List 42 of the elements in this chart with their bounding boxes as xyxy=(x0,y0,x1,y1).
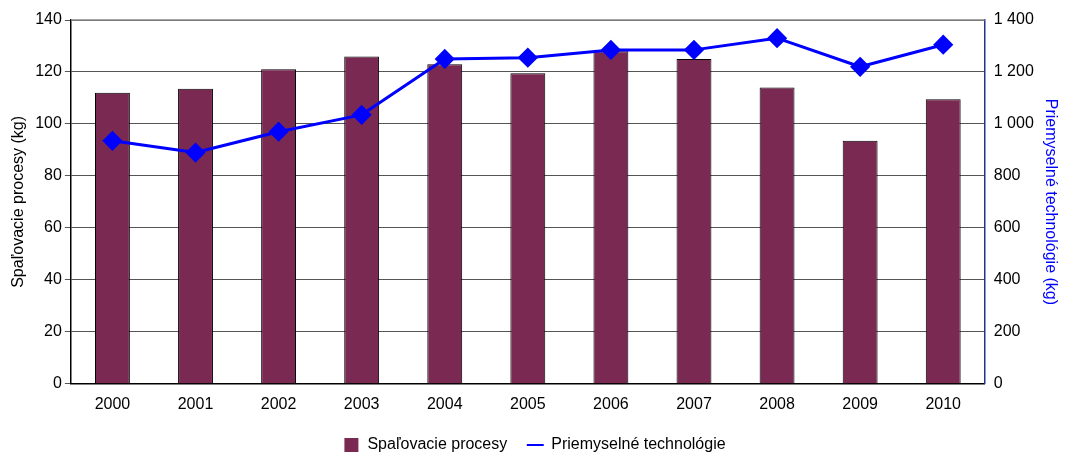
y-tick-label: 120 xyxy=(35,62,62,80)
y2-tick-label: 1 000 xyxy=(993,114,1034,132)
x-tick-label: 2010 xyxy=(925,394,962,412)
x-tick-label: 2009 xyxy=(842,394,879,412)
x-tick-label: 2005 xyxy=(510,394,546,412)
y-tick-label: 0 xyxy=(52,374,62,392)
y2-tick-label: 1 200 xyxy=(993,62,1034,80)
point xyxy=(601,40,621,60)
y-tick-label: 80 xyxy=(44,166,62,184)
point xyxy=(186,143,206,163)
point xyxy=(435,49,455,69)
x-tick-label: 2006 xyxy=(593,394,629,412)
y2-tick-label: 200 xyxy=(993,322,1021,340)
point xyxy=(518,48,538,68)
y-tick-label: 100 xyxy=(35,114,62,132)
point xyxy=(684,40,704,60)
y-tick-label: 20 xyxy=(44,322,62,340)
y2-tick-label: 800 xyxy=(993,166,1021,184)
x-tick-label: 2000 xyxy=(94,394,131,412)
x-tick-label: 2008 xyxy=(759,394,795,412)
point xyxy=(933,35,953,55)
legend-label: Spaľovacie procesy xyxy=(367,435,508,453)
point xyxy=(269,122,289,142)
y2-axis-title: Priemyselné technológie (kg) xyxy=(1042,98,1060,306)
point xyxy=(767,28,787,48)
y2-tick-label: 0 xyxy=(993,374,1003,392)
point xyxy=(850,57,870,77)
y-tick-label: 140 xyxy=(35,10,62,28)
point xyxy=(352,105,372,125)
y2-tick-label: 600 xyxy=(993,218,1021,236)
x-tick-label: 2004 xyxy=(426,394,463,412)
x-tick-label: 2002 xyxy=(260,394,297,412)
x-tick-label: 2001 xyxy=(177,394,214,412)
y-axis-title: Spaľovacie procesy (kg) xyxy=(9,115,27,288)
x-tick-label: 2003 xyxy=(343,394,380,412)
y2-tick-label: 1 400 xyxy=(993,10,1034,28)
legend-label: Priemyselné technológie xyxy=(551,435,726,453)
y-tick-label: 60 xyxy=(44,218,62,236)
x-tick-label: 2007 xyxy=(676,394,712,412)
y2-tick-label: 400 xyxy=(993,270,1021,288)
y-tick-label: 40 xyxy=(44,270,62,288)
point xyxy=(102,131,122,151)
